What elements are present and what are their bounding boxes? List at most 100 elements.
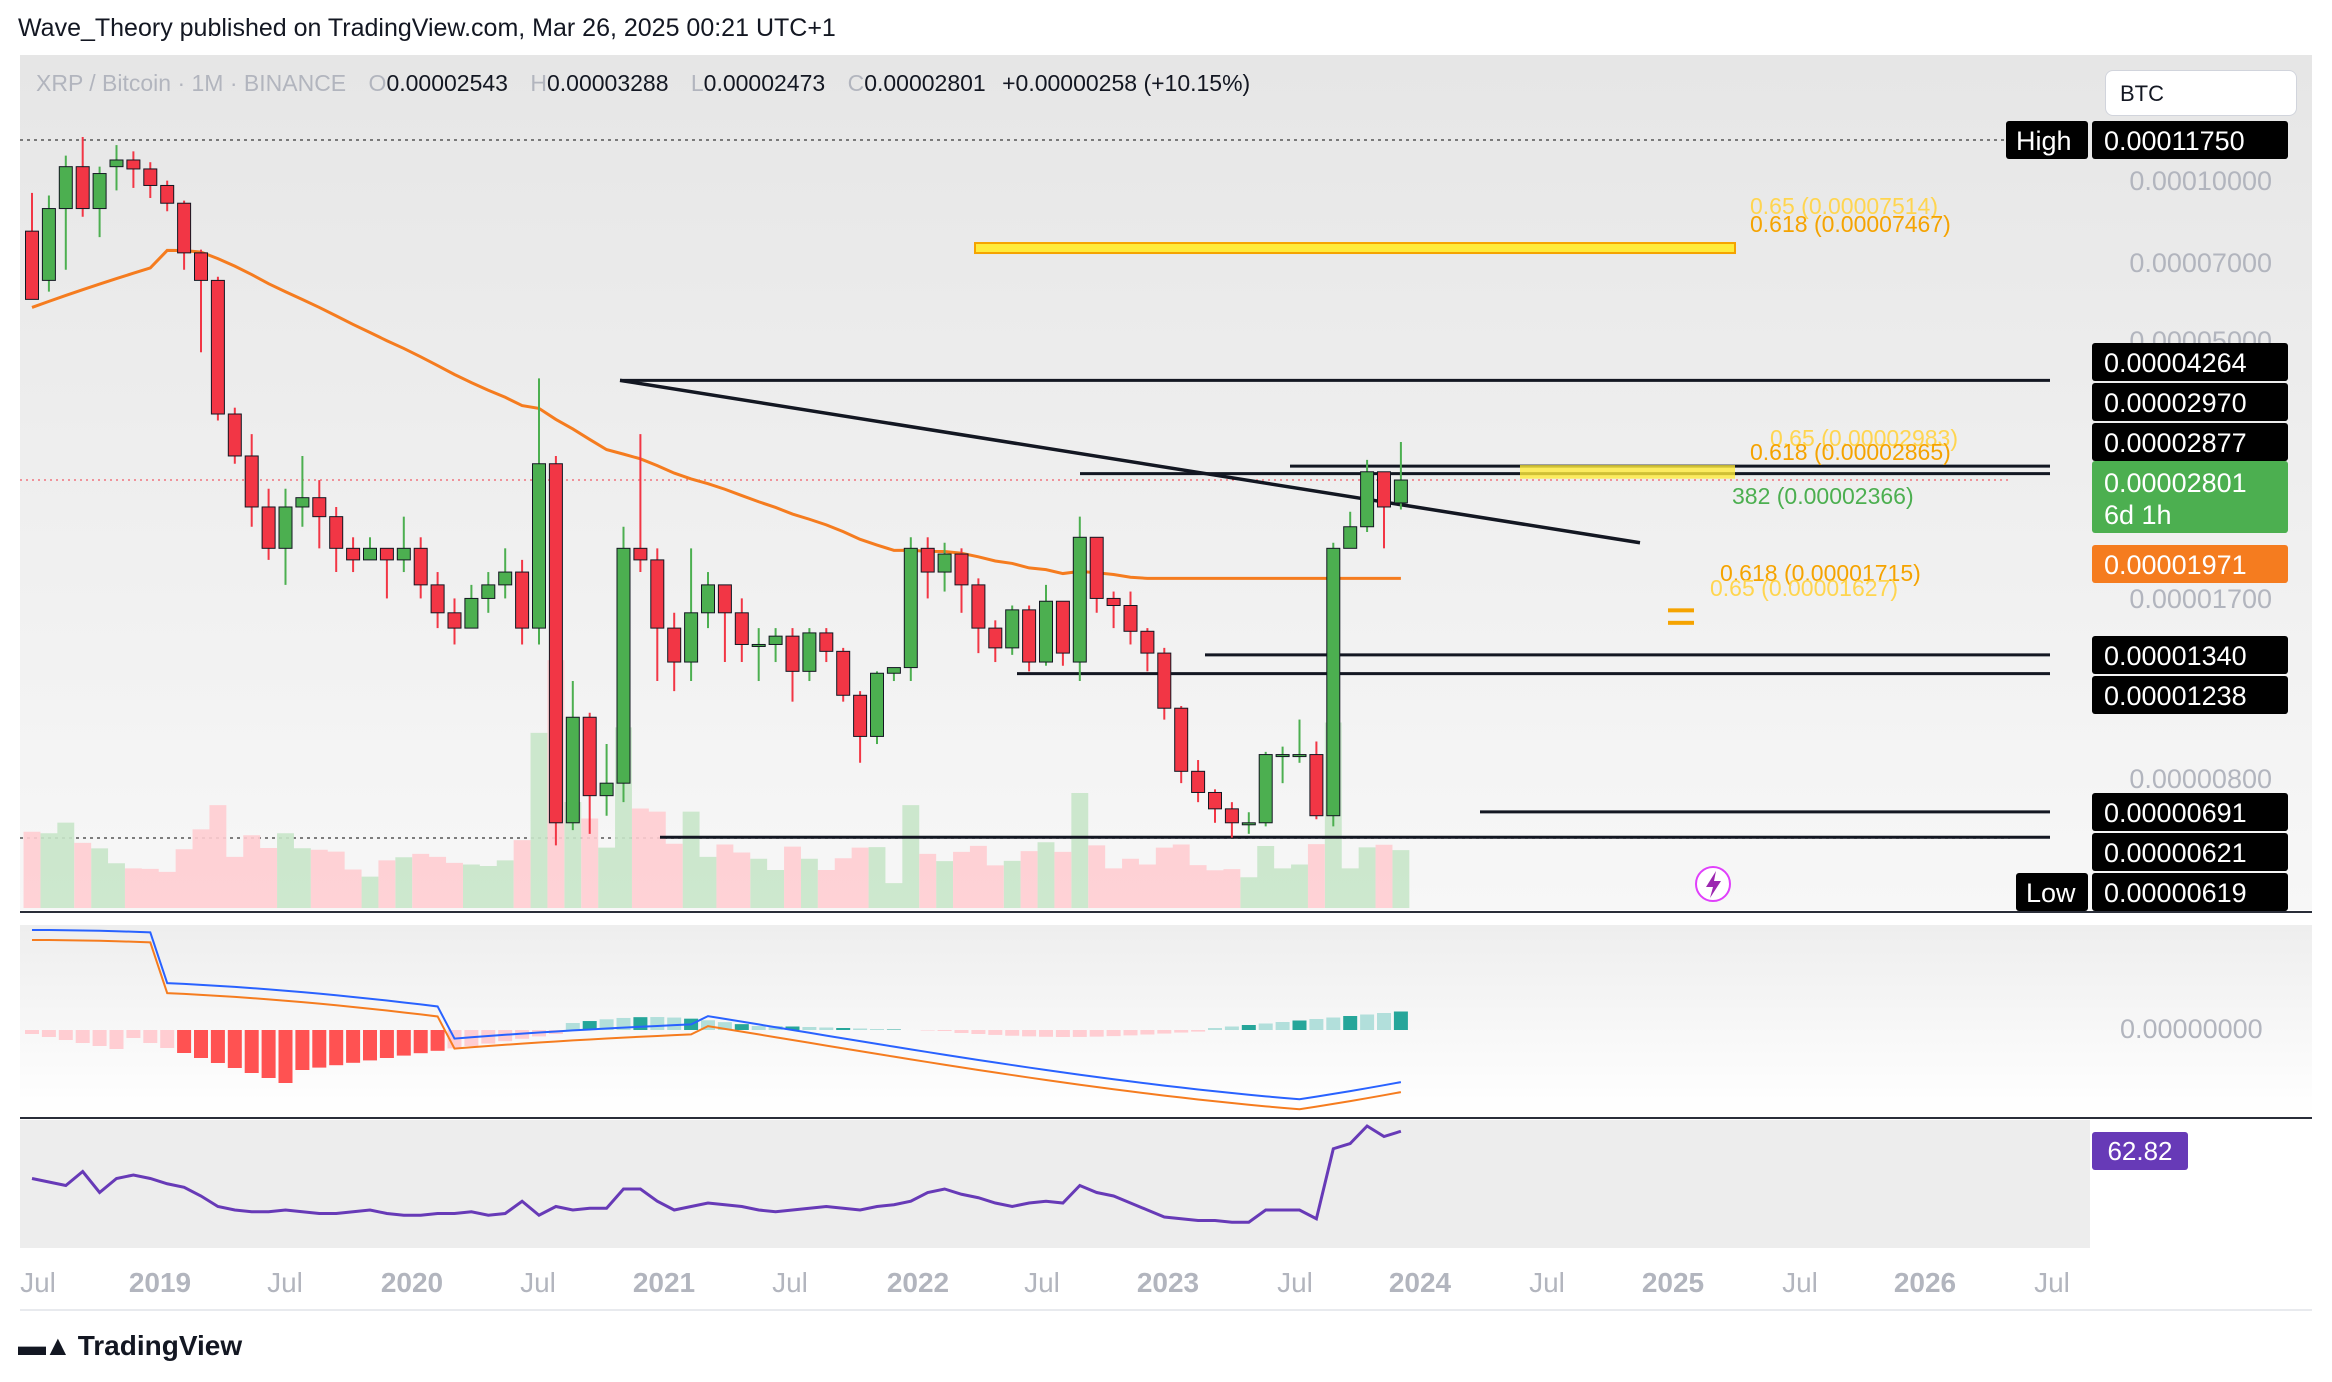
candle	[1309, 741, 1324, 820]
time-axis-label: 2025	[1642, 1267, 1704, 1298]
candle-body	[278, 506, 293, 549]
macd-bar	[75, 1030, 90, 1043]
price-tag: 0.00000619 Low	[2016, 873, 2288, 911]
currency-selector[interactable]: BTC	[2105, 70, 2297, 116]
price-tag-bg	[2092, 121, 2288, 159]
close-value: 0.00002801	[864, 70, 986, 96]
macd-bar	[143, 1030, 158, 1043]
price-tag-value: 0.00002877	[2104, 428, 2247, 458]
candle	[1174, 706, 1189, 784]
candle	[1326, 542, 1341, 827]
close-key: C	[847, 70, 865, 96]
candle-body	[870, 672, 884, 737]
fib-label: 0.618 (0.00001715)	[1720, 560, 1921, 586]
candle-body	[582, 716, 597, 797]
macd-bar	[109, 1030, 124, 1049]
ema-line	[31, 248, 1401, 580]
price-axis-label: 0.00007000	[2129, 248, 2272, 278]
price-tag-bg	[2092, 793, 2288, 831]
candle	[92, 166, 107, 238]
candle-body	[1343, 526, 1358, 549]
macd-bar	[1089, 1030, 1104, 1037]
macd-bar	[177, 1030, 192, 1053]
price-tag-bg	[2092, 383, 2288, 421]
candle	[565, 681, 580, 831]
candle	[1258, 751, 1273, 827]
price-tag-value: 0.00001971	[2104, 550, 2247, 580]
macd-bar	[1106, 1030, 1121, 1037]
candle	[1393, 442, 1408, 510]
candle	[1106, 591, 1121, 629]
price-tag-value: 0.00000619	[2104, 878, 2247, 908]
rsi-indicator: 62.82	[31, 1124, 2188, 1224]
candle-body	[1393, 479, 1408, 504]
candle-body	[109, 159, 124, 168]
open-key: O	[368, 70, 387, 96]
macd-bar	[1072, 1030, 1087, 1037]
high-key: H	[530, 70, 547, 96]
macd-bar	[836, 1028, 851, 1030]
time-axis-label: Jul	[267, 1267, 303, 1298]
candle-body	[244, 455, 259, 508]
candle	[954, 548, 969, 613]
candle-body	[58, 166, 73, 210]
macd-bar	[261, 1030, 276, 1078]
candle	[1360, 459, 1375, 532]
fib-zone-upper	[974, 242, 1736, 255]
time-axis-label: 2023	[1137, 1267, 1199, 1298]
candle-body	[886, 667, 901, 674]
macd-bar	[329, 1030, 344, 1066]
price-tag-bg	[2092, 636, 2288, 674]
fib-label: 0.618 (0.00007467)	[1750, 211, 1951, 237]
time-axis-label: Jul	[772, 1267, 808, 1298]
candle-body	[92, 173, 107, 210]
candle-body	[261, 506, 276, 549]
symbol-label[interactable]: XRP / Bitcoin · 1M · BINANCE	[36, 70, 347, 96]
candle-body	[751, 643, 766, 647]
macd-bar	[870, 1029, 884, 1030]
candle-body	[25, 230, 39, 300]
candle	[701, 572, 715, 629]
candle	[515, 559, 530, 645]
candle	[1377, 471, 1391, 549]
macd-bar	[1377, 1013, 1391, 1030]
candle-body	[650, 559, 665, 629]
candle	[1022, 605, 1037, 672]
price-tag-value: 0.00000621	[2104, 838, 2247, 868]
macd-bar	[92, 1030, 107, 1046]
lightning-icon[interactable]	[1695, 866, 1731, 902]
candle-body	[329, 516, 344, 549]
candle	[1224, 802, 1239, 838]
candle-body	[717, 584, 732, 614]
candle	[920, 537, 935, 599]
candle-body	[1072, 536, 1087, 663]
fib-label: 0.65 (0.00001627)	[1710, 575, 1898, 601]
candle-body	[1275, 754, 1290, 758]
macd-bar	[295, 1030, 310, 1070]
candle-body	[177, 202, 192, 254]
macd-indicator: 0.00000000	[25, 929, 2263, 1111]
macd-bar	[1326, 1017, 1341, 1030]
candle-body	[1022, 609, 1037, 663]
macd-bar	[1039, 1030, 1053, 1037]
fib-zone-lower	[1668, 620, 1694, 625]
candle	[667, 612, 682, 692]
candle-body	[1174, 707, 1189, 772]
candle	[498, 548, 513, 599]
time-axis-label: Jul	[1529, 1267, 1565, 1298]
macd-bar	[954, 1030, 969, 1033]
candle-body	[346, 547, 361, 561]
candle-body	[210, 279, 225, 415]
candle-body	[633, 547, 648, 561]
price-tag-value: 0.00001340	[2104, 641, 2247, 671]
candle-body	[836, 650, 851, 696]
price-axis: 0.000100000.000070000.000050000.00001700…	[2006, 121, 2288, 911]
price-tag-prefix: Low	[2026, 878, 2076, 908]
macd-bar	[1224, 1026, 1239, 1030]
tradingview-brand[interactable]: ▬▲ TradingView	[18, 1330, 242, 1362]
candle	[1208, 789, 1222, 823]
macd-bar	[379, 1030, 394, 1058]
candle-body	[1191, 770, 1206, 793]
macd-bar	[244, 1030, 259, 1073]
